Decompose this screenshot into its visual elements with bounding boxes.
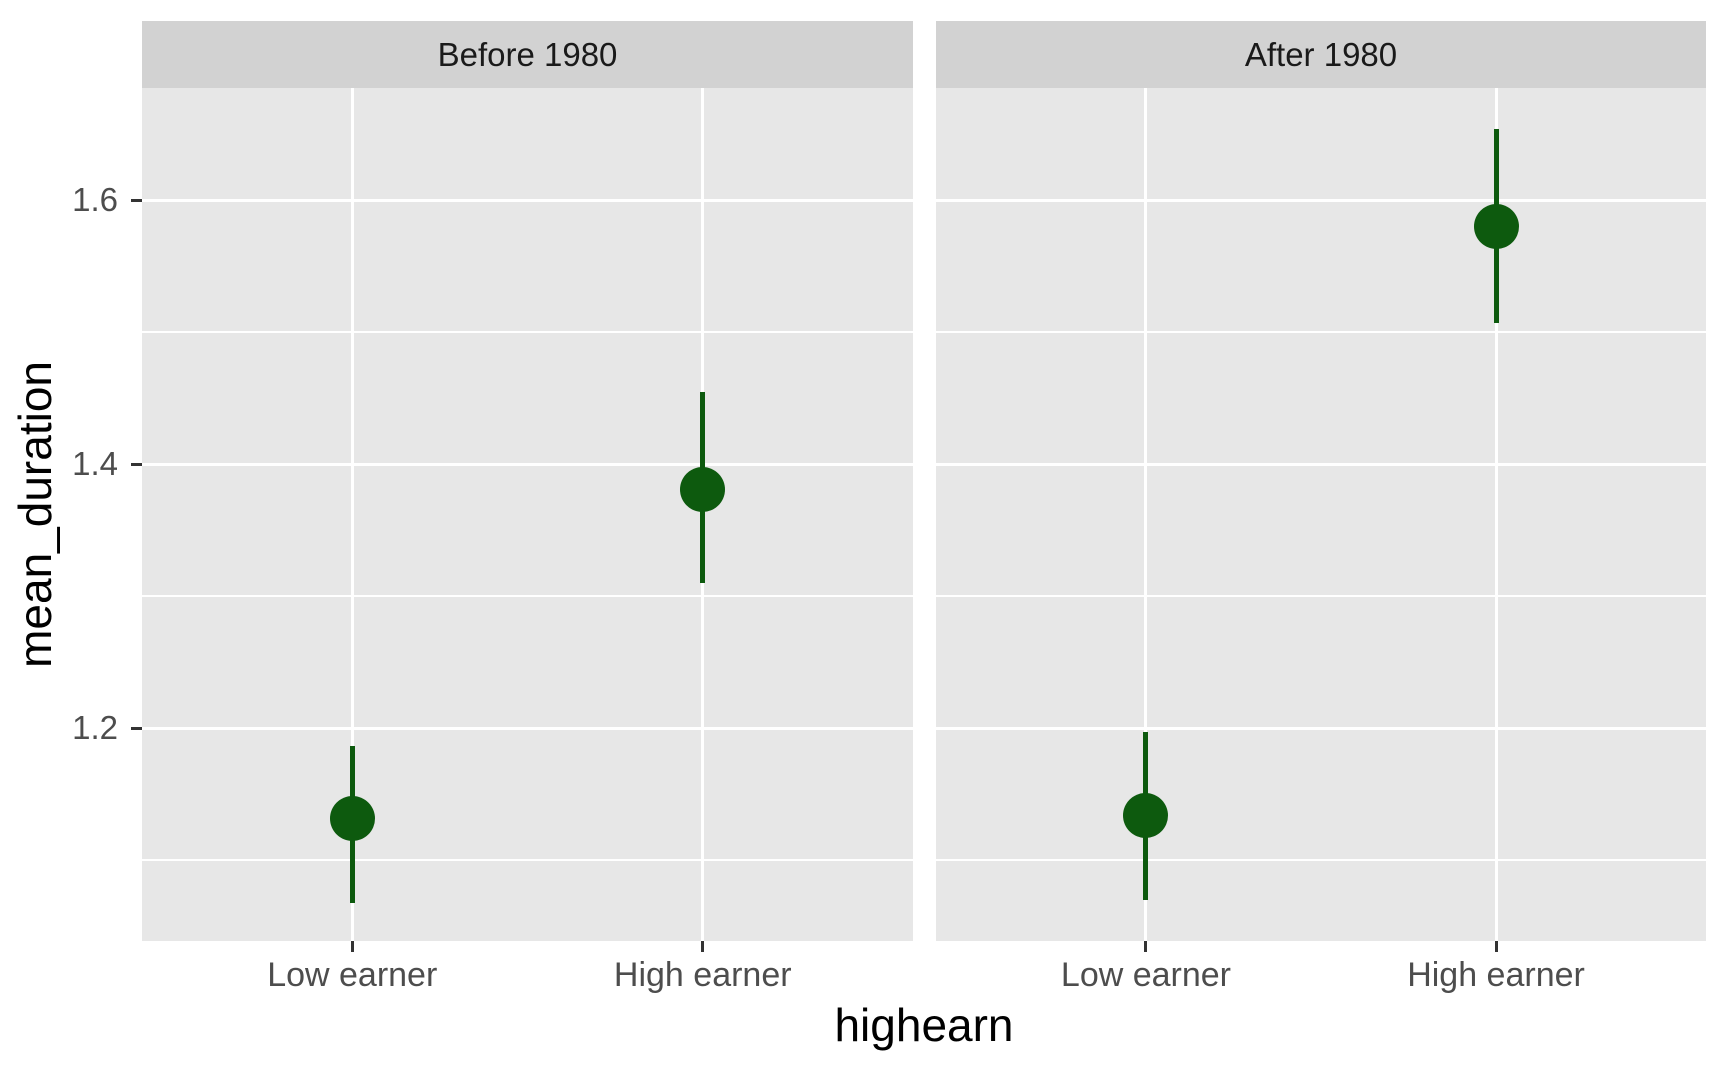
gridline-vertical <box>350 88 354 941</box>
data-point <box>1473 204 1519 250</box>
x-tick-label: High earner <box>613 956 792 994</box>
facet-panel <box>936 88 1706 941</box>
gridline-minor <box>142 595 913 598</box>
data-point <box>680 466 726 512</box>
y-axis-title-text: mean_duration <box>9 361 61 668</box>
gridline-major <box>936 198 1706 202</box>
facet-strip-label: After 1980 <box>1244 35 1398 73</box>
x-tick-label: Low earner <box>1060 956 1232 994</box>
facet-strip-label: Before 1980 <box>437 35 618 73</box>
gridline-major <box>142 462 913 466</box>
facet-strip: Before 1980 <box>142 21 913 88</box>
facet-strip: After 1980 <box>936 21 1706 88</box>
gridline-minor <box>142 331 913 334</box>
data-point <box>329 795 375 841</box>
gridline-minor <box>936 331 1706 334</box>
x-axis-title: highearn <box>834 999 1014 1051</box>
x-axis-tick <box>350 941 354 952</box>
x-axis-tick <box>701 941 705 952</box>
x-tick-label: Low earner <box>267 956 438 994</box>
gridline-minor <box>142 859 913 862</box>
data-point <box>1123 793 1169 839</box>
x-axis-tick <box>1144 941 1148 952</box>
x-tick-label: High earner <box>1407 956 1585 994</box>
gridline-major <box>142 198 913 202</box>
y-tick-label: 1.4 <box>72 445 118 483</box>
gridline-minor <box>936 859 1706 862</box>
y-axis-tick <box>131 462 142 466</box>
gridline-major <box>936 726 1706 730</box>
y-axis-tick <box>131 726 142 730</box>
gridline-major <box>142 726 913 730</box>
gridline-major <box>936 462 1706 466</box>
gridline-vertical <box>1144 88 1148 941</box>
x-axis-tick <box>1494 941 1498 952</box>
y-tick-label: 1.2 <box>72 709 118 747</box>
gridline-vertical <box>1494 88 1498 941</box>
y-axis-tick <box>131 198 142 202</box>
y-tick-label: 1.6 <box>72 181 118 219</box>
facet-panel <box>142 88 913 941</box>
gridline-minor <box>936 595 1706 598</box>
